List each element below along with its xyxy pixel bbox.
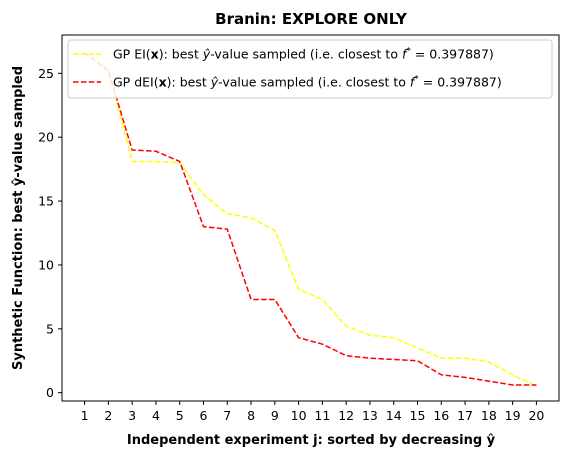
y-tick-label: 10 [38,257,54,272]
legend-text-part: GP dEI( [113,75,159,90]
legend-text-part: GP EI( [113,47,151,62]
legend-text-part: f [410,75,416,90]
legend-entry-2: GP dEI(x): best ŷ-value sampled (i.e. cl… [113,75,502,90]
y-tick-label: 0 [46,385,54,400]
legend-text-part: * [414,75,419,85]
y-tick-label: 5 [46,321,54,336]
legend-box [67,39,553,99]
legend-text-part: ): best [159,47,203,62]
legend-text-part: * [406,47,411,57]
x-tick-label: 1 [81,408,89,423]
legend-text-part: = 0.397887) [411,47,494,62]
legend-text-part: -value sampled (i.e. closest to [210,47,402,62]
x-tick-label: 4 [152,408,160,423]
legend-text-part: ŷ [202,47,211,62]
x-tick-label: 14 [386,408,402,423]
legend-text-part: ): best [167,75,211,90]
x-tick-label: 6 [200,408,208,423]
legend-text-part: x [159,75,167,90]
legend-entry-1: GP EI(x): best ŷ-value sampled (i.e. clo… [113,47,494,62]
x-tick-label: 8 [247,408,255,423]
x-axis: 1 2 3 4 5 6 7 8 9 10 11 12 13 14 15 16 17 18 19 20 [81,401,544,423]
x-tick-label: 13 [362,408,378,423]
x-tick-label: 18 [481,408,497,423]
legend: GP EI(x): best ŷ-value sampled (i.e. clo… [67,39,553,99]
x-tick-label: 15 [410,408,426,423]
y-tick-label: 25 [38,66,54,81]
x-tick-label: 9 [271,408,279,423]
x-tick-label: 10 [291,408,307,423]
y-axis-label: Synthetic Function: best ŷ-value sampled [11,66,26,370]
series-line-1 [84,47,537,387]
y-axis: 0 5 10 15 20 25 [38,66,62,400]
x-tick-label: 7 [223,408,231,423]
x-axis-label: Independent experiment j: sorted by decr… [127,433,496,448]
x-tick-label: 16 [433,408,449,423]
x-tick-label: 12 [338,408,354,423]
x-tick-label: 5 [176,408,184,423]
legend-text-part: x [151,47,159,62]
x-tick-label: 20 [528,408,544,423]
x-tick-label: 11 [314,408,330,423]
chart-title: Branin: EXPLORE ONLY [215,10,408,28]
legend-text-part: ŷ [210,75,219,90]
x-tick-label: 3 [128,408,136,423]
x-tick-label: 2 [104,408,112,423]
y-tick-label: 20 [38,130,54,145]
legend-text-part: f [402,47,408,62]
x-tick-label: 19 [505,408,521,423]
x-tick-label: 17 [457,408,473,423]
series-layer [84,47,537,387]
legend-text-part: = 0.397887) [419,75,502,90]
y-tick-label: 15 [38,194,54,209]
legend-text-part: -value sampled (i.e. closest to [218,75,410,90]
